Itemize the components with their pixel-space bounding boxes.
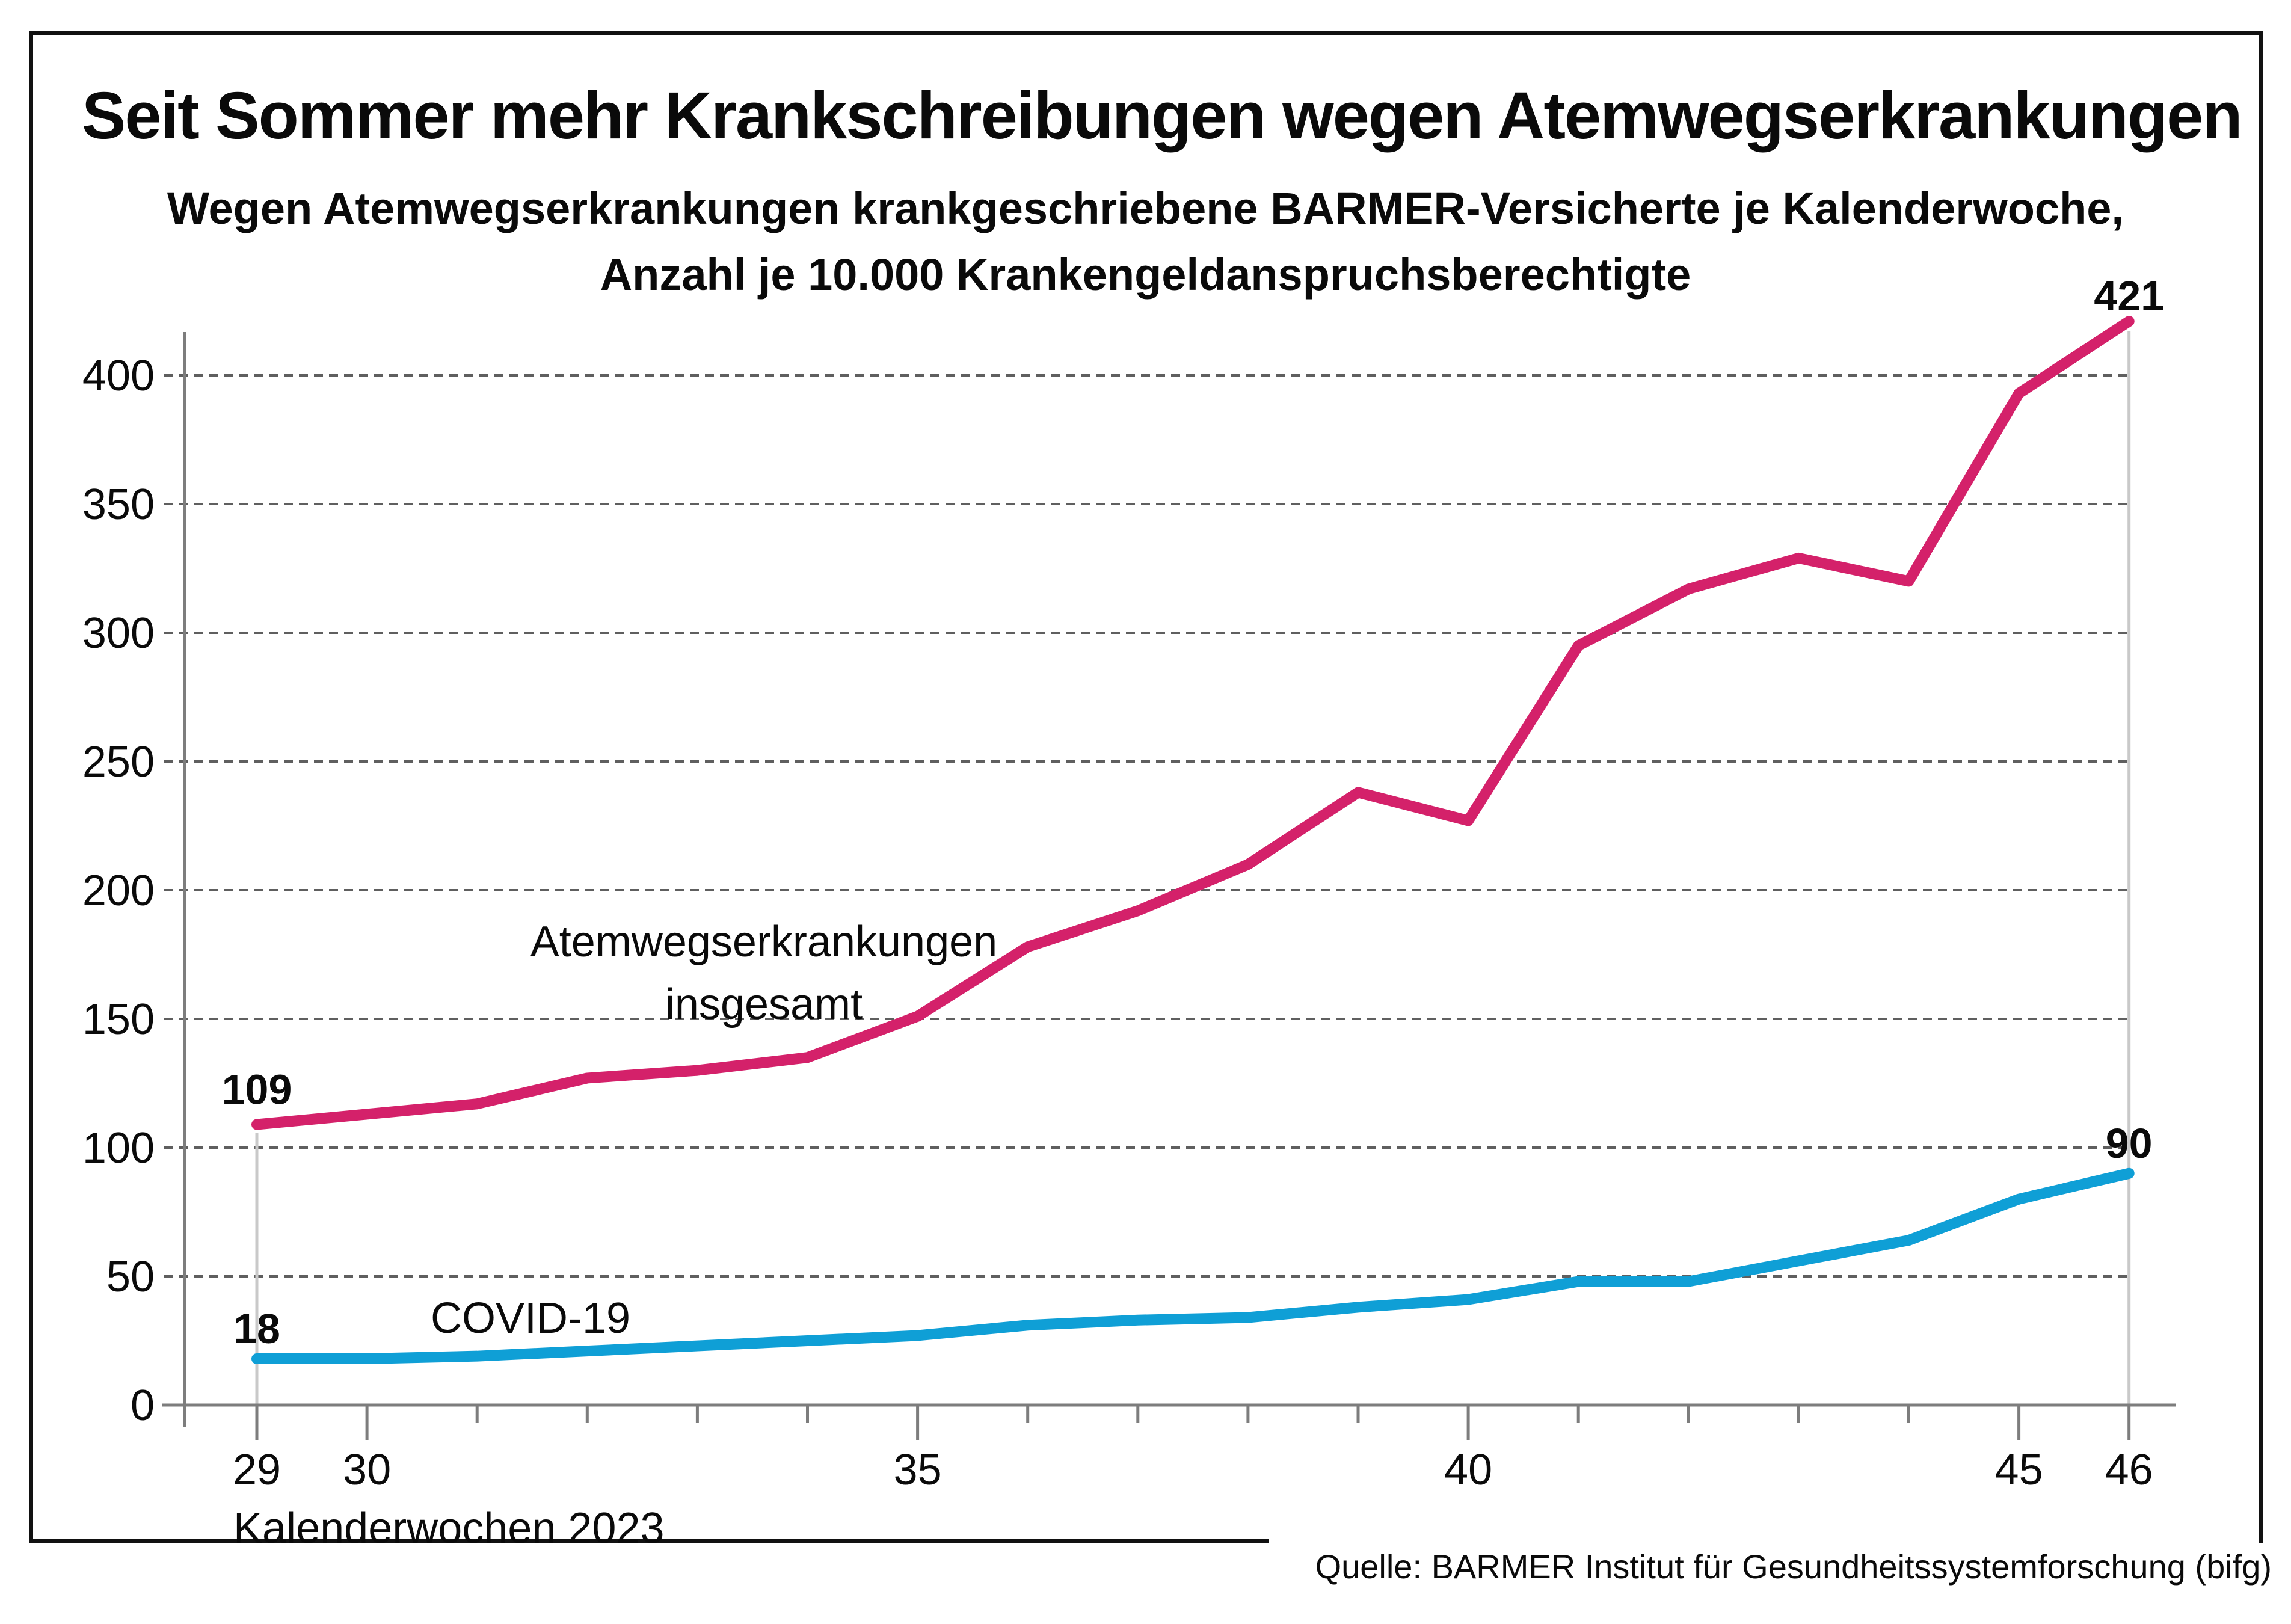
x-tick-label-29: 29	[233, 1446, 281, 1494]
y-tick-label-50: 50	[106, 1253, 155, 1301]
frame-bottom	[29, 1539, 1269, 1543]
y-tick-label-200: 200	[82, 867, 155, 915]
x-tick-label-46: 46	[2105, 1446, 2153, 1494]
series-label-atemwegserkrankungen-line1: Atemwegserkrankungen	[530, 918, 998, 966]
series-label-atemwegserkrankungen: Atemwegserkrankungen insgesamt	[451, 911, 1077, 1036]
x-axis-title: Kalenderwochen 2023	[233, 1504, 665, 1552]
y-tick-label-150: 150	[82, 995, 155, 1044]
x-tick-label-30: 30	[343, 1446, 391, 1494]
y-tick-label-400: 400	[82, 352, 155, 400]
chart-subtitle: Wegen Atemwegserkrankungen krankgeschrie…	[0, 176, 2291, 308]
x-tick-label-35: 35	[894, 1446, 942, 1494]
value-label-last-series0: 421	[2094, 272, 2164, 319]
chart-subtitle-line2: Anzahl je 10.000 Krankengeldanspruchsber…	[600, 250, 1691, 300]
y-tick-label-100: 100	[82, 1124, 155, 1172]
frame-right	[2259, 31, 2263, 1543]
series-line-atemwegserkrankungen	[251, 316, 2135, 1130]
y-tick-label-0: 0	[131, 1382, 155, 1430]
chart-subtitle-line1: Wegen Atemwegserkrankungen krankgeschrie…	[167, 183, 2124, 233]
value-label-last-series1: 90	[2106, 1120, 2153, 1167]
x-tick-label-45: 45	[1995, 1446, 2043, 1494]
y-tick-label-350: 350	[82, 481, 155, 529]
series-label-covid19: COVID-19	[431, 1294, 631, 1343]
x-tick-label-40: 40	[1444, 1446, 1492, 1494]
series-line-covid19	[251, 1167, 2135, 1364]
value-label-first-series0: 109	[222, 1066, 292, 1113]
source-note: Quelle: BARMER Institut für Gesundheitss…	[1300, 1547, 2272, 1586]
frame-left	[29, 31, 33, 1543]
series-label-atemwegserkrankungen-line2: insgesamt	[665, 980, 863, 1029]
y-tick-label-300: 300	[82, 609, 155, 657]
value-label-first-series1: 18	[233, 1305, 280, 1352]
y-tick-label-250: 250	[82, 738, 155, 786]
chart-title: Seit Sommer mehr Krankschreibungen wegen…	[82, 79, 2243, 153]
frame-top	[29, 31, 2263, 35]
